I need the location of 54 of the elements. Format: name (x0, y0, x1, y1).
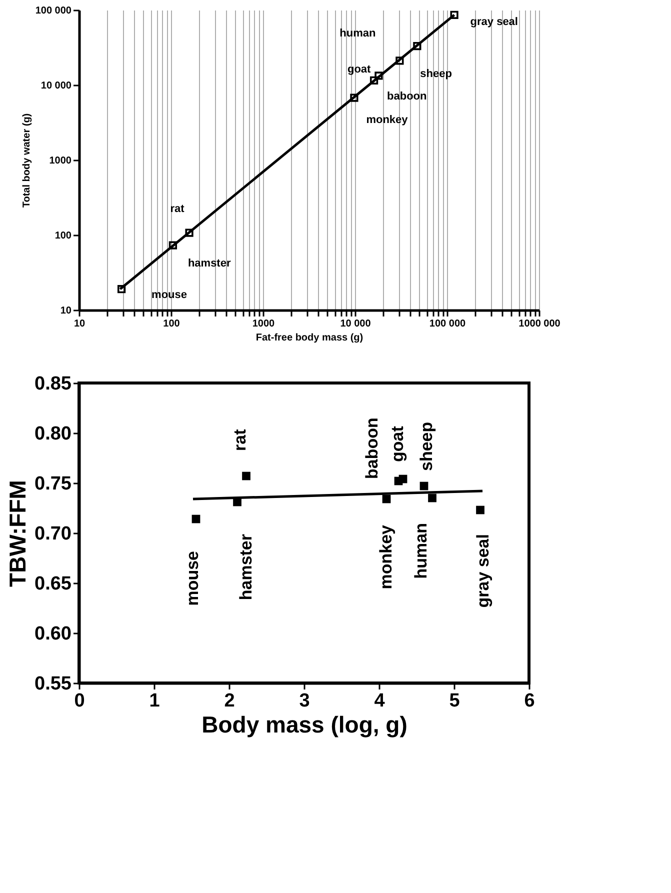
x-tick-label: 2 (224, 690, 235, 712)
point (382, 494, 391, 504)
point (420, 482, 428, 490)
x-tick-label: 1000 000 (518, 318, 561, 330)
point (242, 472, 250, 480)
annotation: monkey (376, 524, 396, 590)
annotation: human (411, 523, 430, 579)
annotation: rat (230, 428, 250, 451)
annotation: goat (388, 426, 407, 462)
annotation: sheep (420, 68, 452, 80)
point (476, 506, 484, 514)
y-tick-label: 10 (60, 306, 72, 316)
x-tick-label: 100 (163, 318, 180, 330)
y-tick-label: 0.80 (34, 424, 72, 444)
annotation: hamster (188, 257, 232, 270)
annotation: monkey (366, 114, 409, 126)
x-tick-label: 0 (74, 690, 85, 712)
y-tick-label: 0.65 (34, 574, 72, 594)
y-axis-title: Total body water (g) (21, 113, 32, 208)
y-tick-label: 0.60 (34, 624, 72, 644)
y-tick-label: 0.55 (34, 674, 72, 694)
y-tick-label: 1000 (49, 156, 72, 166)
x-tick-label: 10 000 (340, 318, 372, 330)
x-axis-title: Fat-free body mass (g) (256, 332, 364, 344)
annotation: goat (347, 64, 372, 76)
x-axis-title: Body mass (log, g) (202, 712, 408, 738)
y-tick-label: 100 (54, 230, 72, 242)
x-tick-label: 5 (449, 690, 460, 712)
x-tick-label: 4 (374, 690, 386, 712)
annotation: gray seal (470, 16, 518, 28)
x-tick-label: 100 000 (429, 318, 466, 330)
y-tick-label: 100 000 (35, 6, 72, 16)
annotation: gray seal (473, 534, 492, 608)
point (398, 474, 408, 484)
x-tick-label: 1 (149, 690, 160, 712)
point (192, 514, 200, 524)
y-tick-label: 0.75 (34, 474, 72, 494)
annotation: human (340, 28, 376, 40)
y-tick-label: 0.70 (34, 524, 72, 544)
annotation: rat (170, 202, 185, 215)
x-tick-label: 6 (524, 690, 535, 712)
annotation: mouse (152, 289, 188, 302)
annotation: baboon (362, 418, 382, 479)
point (428, 494, 436, 502)
annotation: baboon (387, 90, 428, 102)
annotation: mouse (183, 551, 202, 606)
x-tick-label: 1000 (252, 318, 276, 330)
annotation: hamster (236, 534, 256, 600)
y-tick-label: 0.85 (34, 374, 72, 394)
y-axis-title: TBW:FFM (4, 480, 31, 587)
x-tick-label: 3 (299, 690, 310, 712)
y-tick-label: 10 000 (40, 80, 72, 92)
x-tick-label: 10 (74, 318, 86, 330)
annotation: sheep (417, 422, 436, 471)
